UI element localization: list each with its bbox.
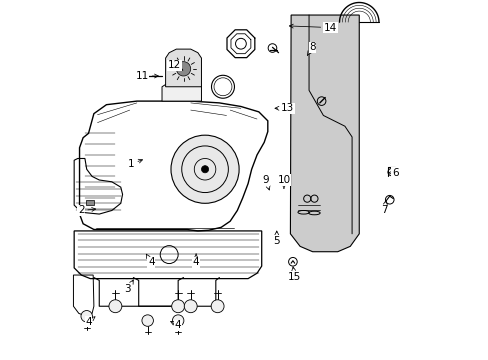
Polygon shape bbox=[290, 15, 359, 252]
Text: 8: 8 bbox=[306, 42, 315, 55]
Text: 4: 4 bbox=[192, 254, 199, 267]
Polygon shape bbox=[165, 49, 201, 87]
Text: 9: 9 bbox=[262, 175, 269, 190]
Circle shape bbox=[176, 62, 190, 76]
Circle shape bbox=[142, 315, 153, 326]
Text: 15: 15 bbox=[287, 267, 301, 282]
Circle shape bbox=[184, 300, 197, 313]
Circle shape bbox=[172, 315, 183, 326]
Circle shape bbox=[171, 135, 239, 203]
Text: 2: 2 bbox=[78, 206, 96, 216]
Text: 13: 13 bbox=[274, 103, 294, 113]
Text: 11: 11 bbox=[135, 71, 158, 81]
Circle shape bbox=[109, 300, 122, 313]
Text: 10: 10 bbox=[277, 175, 290, 188]
Text: 5: 5 bbox=[273, 231, 280, 246]
Circle shape bbox=[211, 300, 224, 313]
Text: 12: 12 bbox=[167, 60, 183, 70]
Polygon shape bbox=[162, 78, 201, 101]
Text: 14: 14 bbox=[289, 23, 337, 33]
Text: 7: 7 bbox=[380, 201, 387, 216]
Text: 4: 4 bbox=[146, 254, 154, 267]
Polygon shape bbox=[86, 200, 94, 205]
Text: 6: 6 bbox=[387, 168, 398, 178]
Circle shape bbox=[81, 311, 92, 322]
Circle shape bbox=[201, 166, 208, 173]
Text: 4: 4 bbox=[170, 320, 181, 330]
Text: 4: 4 bbox=[85, 317, 95, 327]
Circle shape bbox=[171, 300, 184, 313]
Text: 3: 3 bbox=[124, 280, 133, 294]
Text: 1: 1 bbox=[128, 159, 142, 169]
